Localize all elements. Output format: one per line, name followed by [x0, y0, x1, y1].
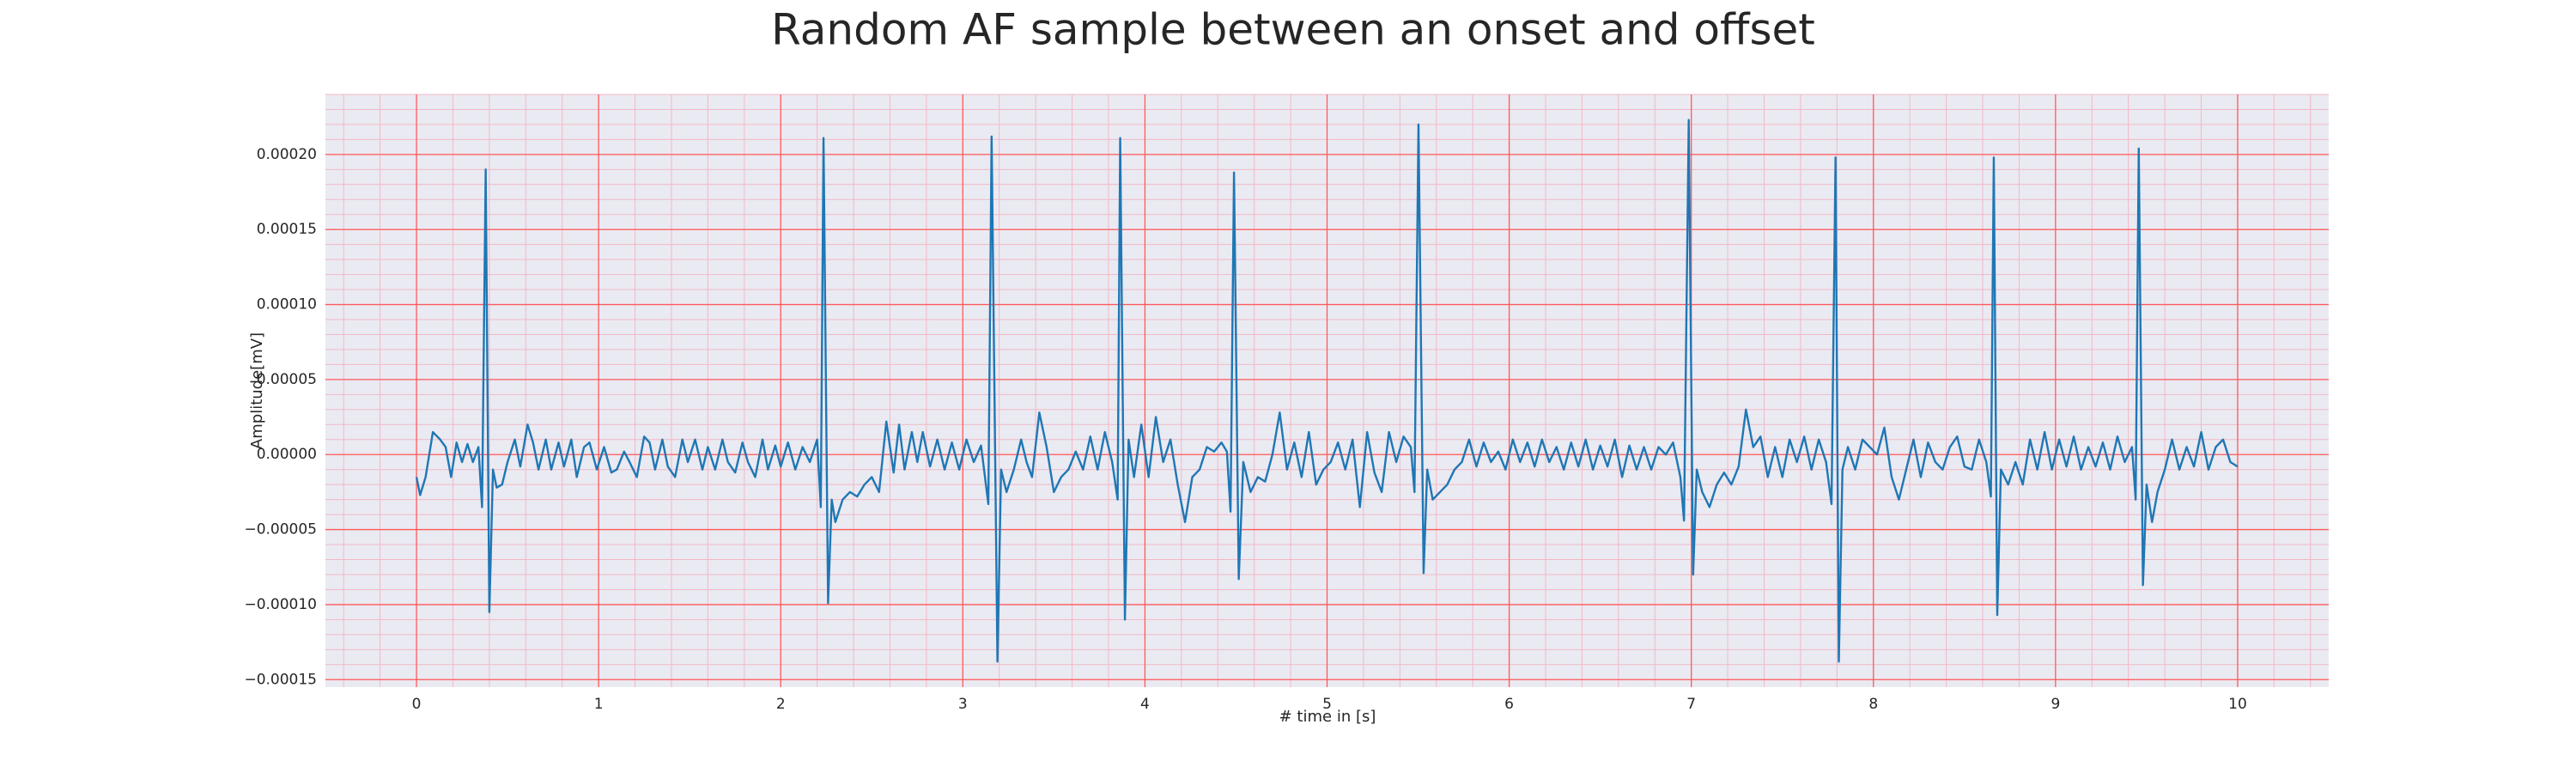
- x-tick-label: 5: [1322, 696, 1332, 713]
- y-tick-label: −0.00005: [244, 521, 317, 539]
- x-tick-label: 4: [1140, 696, 1150, 713]
- y-tick-label: 0.00005: [257, 371, 317, 388]
- y-tick-label: −0.00015: [244, 671, 317, 688]
- y-tick-label: 0.00015: [257, 221, 317, 238]
- chart-title: Random AF sample between an onset and of…: [771, 5, 1815, 55]
- x-tick-label: 10: [2228, 696, 2247, 713]
- y-tick-label: 0.00010: [257, 296, 317, 313]
- x-tick-label: 0: [412, 696, 422, 713]
- y-tick-label: 0.00000: [257, 446, 317, 463]
- y-axis-label: Amplitude[mV]: [248, 332, 266, 449]
- x-tick-label: 6: [1504, 696, 1514, 713]
- x-tick-label: 2: [776, 696, 786, 713]
- line-series: [415, 119, 2239, 663]
- x-tick-label: 8: [1868, 696, 1878, 713]
- y-tick-label: −0.00010: [244, 596, 317, 613]
- y-tick-label: 0.00020: [257, 146, 317, 163]
- x-tick-label: 3: [958, 696, 968, 713]
- x-tick-label: 9: [2050, 696, 2060, 713]
- x-tick-label: 1: [594, 696, 604, 713]
- x-tick-label: 7: [1686, 696, 1696, 713]
- x-axis-label: # time in [s]: [1279, 708, 1376, 726]
